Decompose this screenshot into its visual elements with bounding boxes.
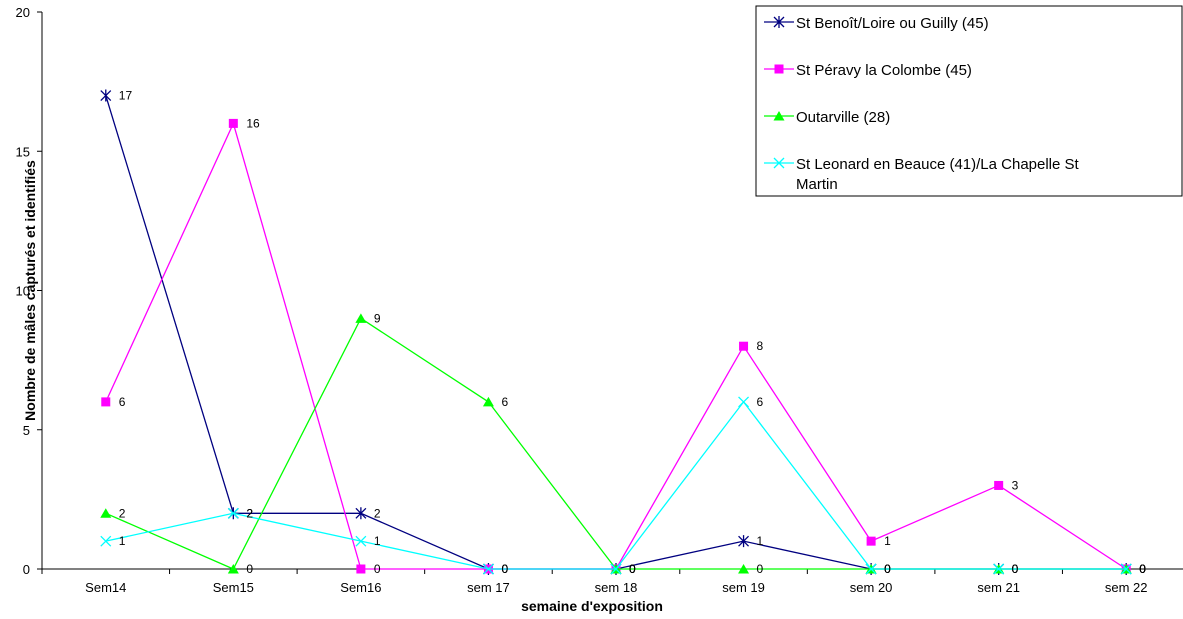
x-tick-label: Sem14 bbox=[85, 580, 126, 595]
data-point bbox=[355, 313, 367, 323]
y-tick-label: 10 bbox=[16, 284, 30, 299]
x-tick-label: sem 20 bbox=[850, 580, 893, 595]
legend-item: St Leonard en Beauce (41)/La Chapelle St… bbox=[764, 156, 1080, 193]
y-axis-title: Nombre de mâles capturés et identifiés bbox=[22, 160, 38, 421]
data-label: 1 bbox=[374, 534, 381, 548]
data-label: 9 bbox=[374, 311, 381, 325]
x-tick-label: sem 22 bbox=[1105, 580, 1148, 595]
data-label: 2 bbox=[119, 506, 126, 520]
data-label: 3 bbox=[1012, 478, 1019, 492]
data-point bbox=[101, 397, 111, 407]
x-axis-title: semaine d'exposition bbox=[521, 598, 663, 614]
data-point bbox=[100, 535, 112, 547]
data-label: 0 bbox=[629, 562, 636, 576]
data-label: 17 bbox=[119, 89, 133, 103]
legend-label: St Benoît/Loire ou Guilly (45) bbox=[796, 15, 989, 32]
series-4: 1 2 1 0 0 6 0 0 0 bbox=[100, 395, 1146, 576]
data-point bbox=[774, 64, 784, 74]
series-line bbox=[105, 400, 1127, 570]
legend-item: St Péravy la Colombe (45) bbox=[764, 62, 972, 79]
data-label: 1 bbox=[884, 534, 891, 548]
x-tick-label: Sem16 bbox=[340, 580, 381, 595]
data-point bbox=[739, 341, 749, 351]
data-label: 6 bbox=[119, 395, 126, 409]
data-label: 0 bbox=[374, 562, 381, 576]
data-label: 8 bbox=[757, 339, 764, 353]
data-label: 1 bbox=[119, 534, 126, 548]
data-label: 0 bbox=[1139, 562, 1146, 576]
data-point bbox=[1120, 563, 1132, 575]
legend-item: Outarville (28) bbox=[764, 109, 890, 126]
data-point bbox=[100, 508, 112, 518]
legend-label: Outarville (28) bbox=[796, 109, 890, 126]
data-label: 2 bbox=[374, 506, 381, 520]
data-point bbox=[356, 564, 366, 574]
data-label: 2 bbox=[246, 506, 253, 520]
data-label: 1 bbox=[757, 534, 764, 548]
data-point bbox=[355, 507, 367, 520]
data-label: 6 bbox=[757, 395, 764, 409]
data-label: 0 bbox=[1139, 562, 1146, 576]
series-line bbox=[105, 317, 1127, 570]
legend-box bbox=[755, 5, 1183, 197]
data-label: 0 bbox=[246, 562, 253, 576]
data-label: 0 bbox=[501, 562, 508, 576]
data-point bbox=[773, 111, 785, 121]
data-point bbox=[227, 507, 239, 519]
x-tick-label: sem 18 bbox=[595, 580, 638, 595]
data-point bbox=[482, 396, 494, 407]
legend-item: St Benoît/Loire ou Guilly (45) bbox=[764, 15, 989, 32]
legend: St Benoît/Loire ou Guilly (45) St Péravy … bbox=[755, 5, 1183, 197]
x-tick-label: sem 21 bbox=[977, 580, 1020, 595]
data-point bbox=[865, 563, 877, 575]
data-label: 6 bbox=[501, 395, 508, 409]
data-label: 16 bbox=[246, 116, 260, 130]
data-label: 0 bbox=[1012, 562, 1019, 576]
x-tick-label: Sem15 bbox=[213, 580, 254, 595]
data-point bbox=[738, 535, 750, 548]
series-3: 2 0 9 6 0 0 0 0 0 bbox=[100, 311, 1146, 576]
data-point bbox=[228, 118, 238, 128]
data-label: 0 bbox=[1139, 562, 1146, 576]
data-point bbox=[610, 563, 622, 575]
y-tick-label: 5 bbox=[23, 423, 30, 438]
y-tick-label: 15 bbox=[16, 144, 30, 159]
x-tick-label: sem 19 bbox=[722, 580, 765, 595]
data-point bbox=[738, 396, 750, 408]
data-label: 0 bbox=[884, 562, 891, 576]
data-point bbox=[482, 563, 494, 575]
data-point bbox=[738, 564, 750, 574]
legend-label: St Leonard en Beauce (41)/La Chapelle St… bbox=[796, 156, 1080, 193]
data-point bbox=[993, 563, 1005, 575]
data-point bbox=[355, 535, 367, 547]
data-point bbox=[100, 89, 112, 102]
legend-label: St Péravy la Colombe (45) bbox=[796, 62, 972, 79]
data-label: 2 bbox=[246, 506, 253, 520]
data-point bbox=[866, 536, 876, 546]
y-tick-label: 20 bbox=[16, 5, 30, 20]
data-point bbox=[773, 16, 785, 28]
data-point bbox=[773, 157, 785, 169]
data-label: 0 bbox=[1139, 562, 1146, 576]
data-point bbox=[227, 564, 239, 574]
y-tick-label: 0 bbox=[23, 562, 30, 577]
data-label: 0 bbox=[757, 562, 764, 576]
x-tick-label: sem 17 bbox=[467, 580, 510, 595]
data-point bbox=[994, 480, 1004, 490]
data-label: 0 bbox=[629, 562, 636, 576]
